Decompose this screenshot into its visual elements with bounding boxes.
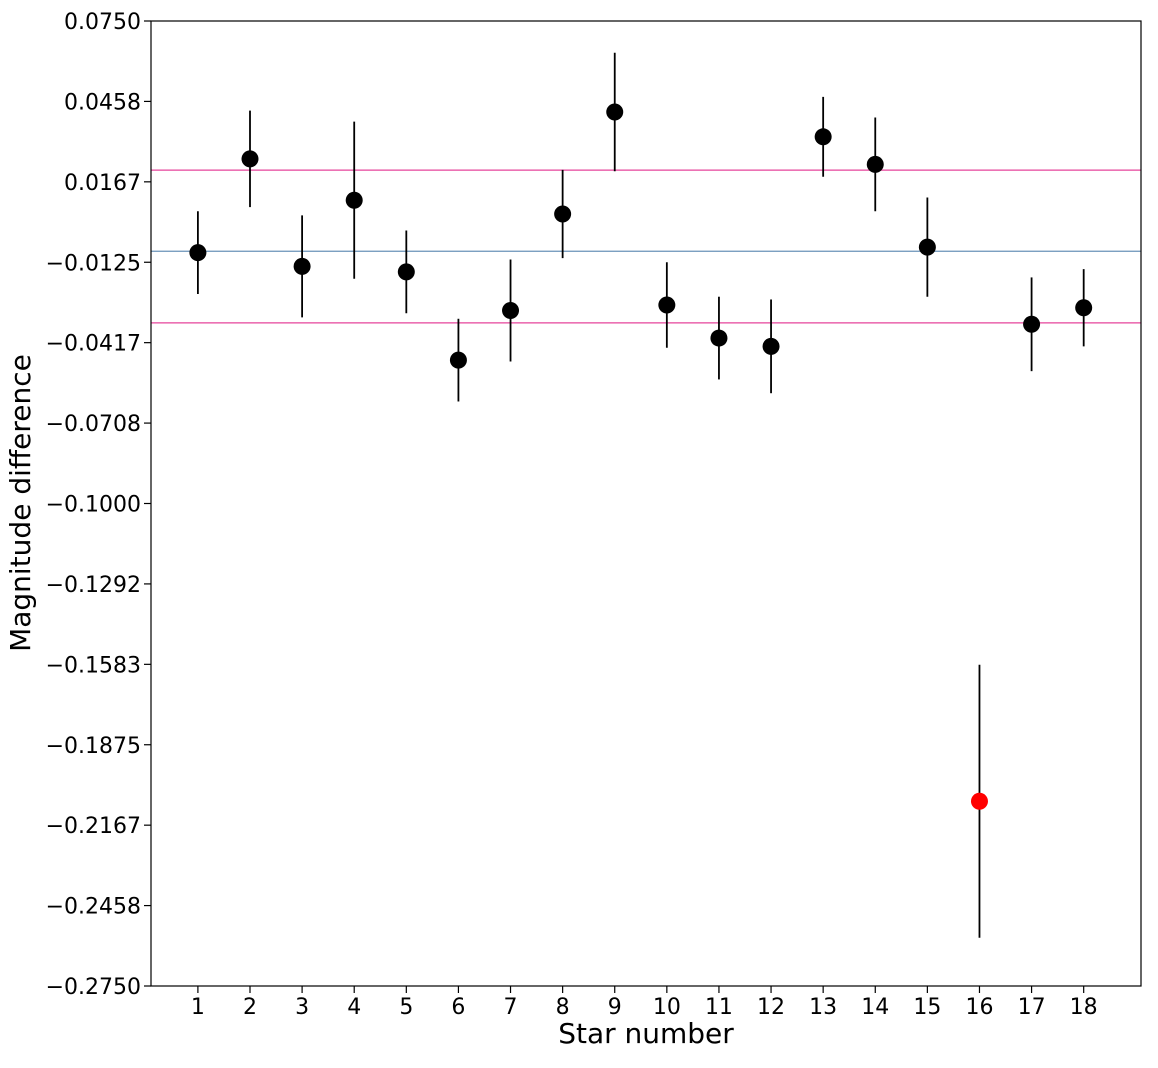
x-tick-label: 4 xyxy=(347,995,361,1020)
x-axis-ticks: 1 2 3 4 5 6 7 8 9 10 11 12 13 14 15 16 17 18 xyxy=(191,986,1098,1020)
y-tick-label: −0.1583 xyxy=(46,653,141,678)
x-tick-label: 9 xyxy=(608,995,622,1020)
x-tick-label: 6 xyxy=(451,995,465,1020)
x-tick-label: 8 xyxy=(556,995,570,1020)
x-tick-label: 5 xyxy=(399,995,413,1020)
data-point-1 xyxy=(189,244,207,262)
x-tick-label: 3 xyxy=(295,995,309,1020)
y-tick-label: −0.0417 xyxy=(46,332,141,357)
x-tick-label: 16 xyxy=(965,995,993,1020)
y-tick-label: 0.0167 xyxy=(64,171,141,196)
x-tick-label: 1 xyxy=(191,995,205,1020)
data-point-3 xyxy=(293,257,311,275)
y-tick-label: −0.2458 xyxy=(46,895,141,920)
y-tick-label: −0.2167 xyxy=(46,814,141,839)
data-point-4 xyxy=(345,191,363,209)
data-point-10 xyxy=(658,296,676,314)
data-point-2 xyxy=(241,150,259,168)
y-tick-label: −0.0125 xyxy=(46,251,141,276)
x-tick-label: 13 xyxy=(809,995,837,1020)
x-tick-label: 12 xyxy=(757,995,785,1020)
data-point-6 xyxy=(449,351,467,369)
y-axis-ticks: 0.0750 0.0458 0.0167 −0.0125 −0.0417 −0.0708 −… xyxy=(46,10,151,1000)
x-tick-label: 11 xyxy=(705,995,733,1020)
y-tick-label: −0.1875 xyxy=(46,734,141,759)
data-points xyxy=(189,52,1093,938)
x-tick-label: 2 xyxy=(243,995,257,1020)
data-point-9 xyxy=(606,103,624,121)
reference-lines xyxy=(151,169,1141,324)
data-point-5 xyxy=(397,263,415,281)
y-tick-label: −0.0708 xyxy=(46,412,141,437)
data-point-16 xyxy=(970,792,988,810)
y-tick-label: −0.2750 xyxy=(46,975,141,1000)
y-axis-label: Magnitude difference xyxy=(4,354,37,652)
data-point-15 xyxy=(918,238,936,256)
plot-area xyxy=(151,21,1141,986)
data-point-17 xyxy=(1023,315,1041,333)
y-tick-label: −0.1292 xyxy=(46,573,141,598)
data-point-8 xyxy=(554,205,572,223)
y-tick-label: 0.0750 xyxy=(64,10,141,35)
data-point-7 xyxy=(502,302,520,319)
y-tick-label: 0.0458 xyxy=(64,90,141,115)
x-tick-label: 18 xyxy=(1070,995,1098,1020)
data-point-13 xyxy=(814,128,832,146)
y-tick-label: −0.1000 xyxy=(46,493,141,518)
data-point-18 xyxy=(1075,299,1093,317)
data-point-11 xyxy=(710,329,728,347)
x-tick-label: 10 xyxy=(653,995,681,1020)
x-tick-label: 17 xyxy=(1018,995,1046,1020)
data-point-12 xyxy=(762,337,780,355)
data-point-14 xyxy=(866,155,884,173)
x-axis-label: Star number xyxy=(558,1017,734,1050)
x-tick-label: 14 xyxy=(861,995,889,1020)
x-tick-label: 7 xyxy=(504,995,518,1020)
x-tick-label: 15 xyxy=(913,995,941,1020)
